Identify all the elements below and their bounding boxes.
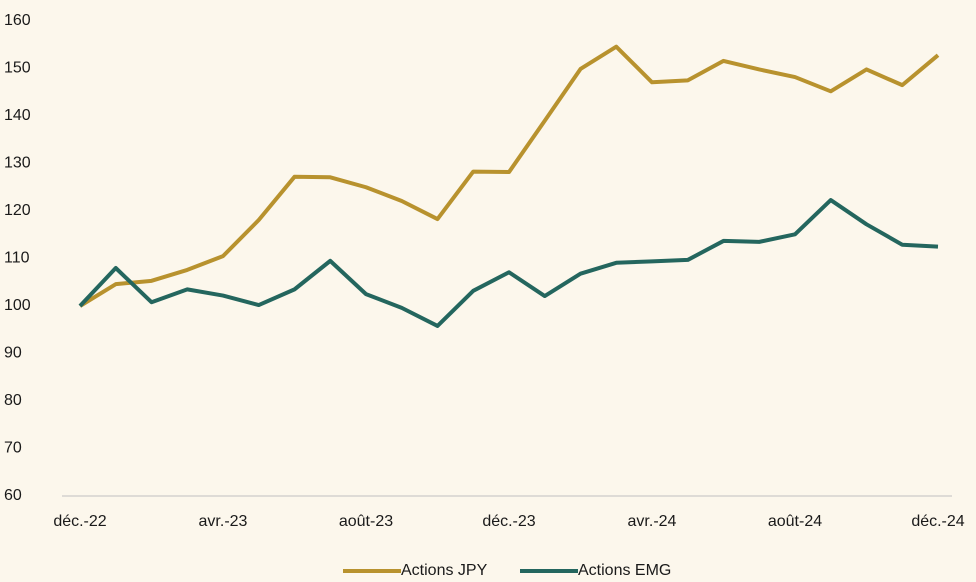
y-tick-label: 130 (4, 155, 31, 172)
y-tick-label: 140 (4, 107, 31, 124)
y-tick-label: 70 (4, 440, 22, 457)
y-tick-label: 90 (4, 345, 22, 362)
y-tick-label: 80 (4, 392, 22, 409)
x-tick-label: août-24 (768, 513, 822, 530)
x-tick-label: avr.-24 (628, 513, 677, 530)
y-tick-label: 110 (4, 250, 30, 267)
x-tick-label: déc.-24 (911, 513, 964, 530)
x-tick-label: déc.-22 (53, 513, 106, 530)
x-tick-label: août-23 (339, 513, 393, 530)
series-line (78, 198, 939, 328)
legend-label: Actions JPY (401, 562, 488, 579)
y-tick-label: 100 (4, 297, 31, 314)
x-tick-label: avr.-23 (199, 513, 248, 530)
x-tick-label: déc.-23 (482, 513, 535, 530)
y-tick-label: 150 (4, 60, 31, 77)
series-line (78, 44, 940, 308)
y-tick-label: 120 (4, 202, 31, 219)
y-tick-label: 60 (4, 487, 22, 504)
legend-label: Actions EMG (578, 562, 671, 579)
y-tick-label: 160 (4, 12, 31, 29)
